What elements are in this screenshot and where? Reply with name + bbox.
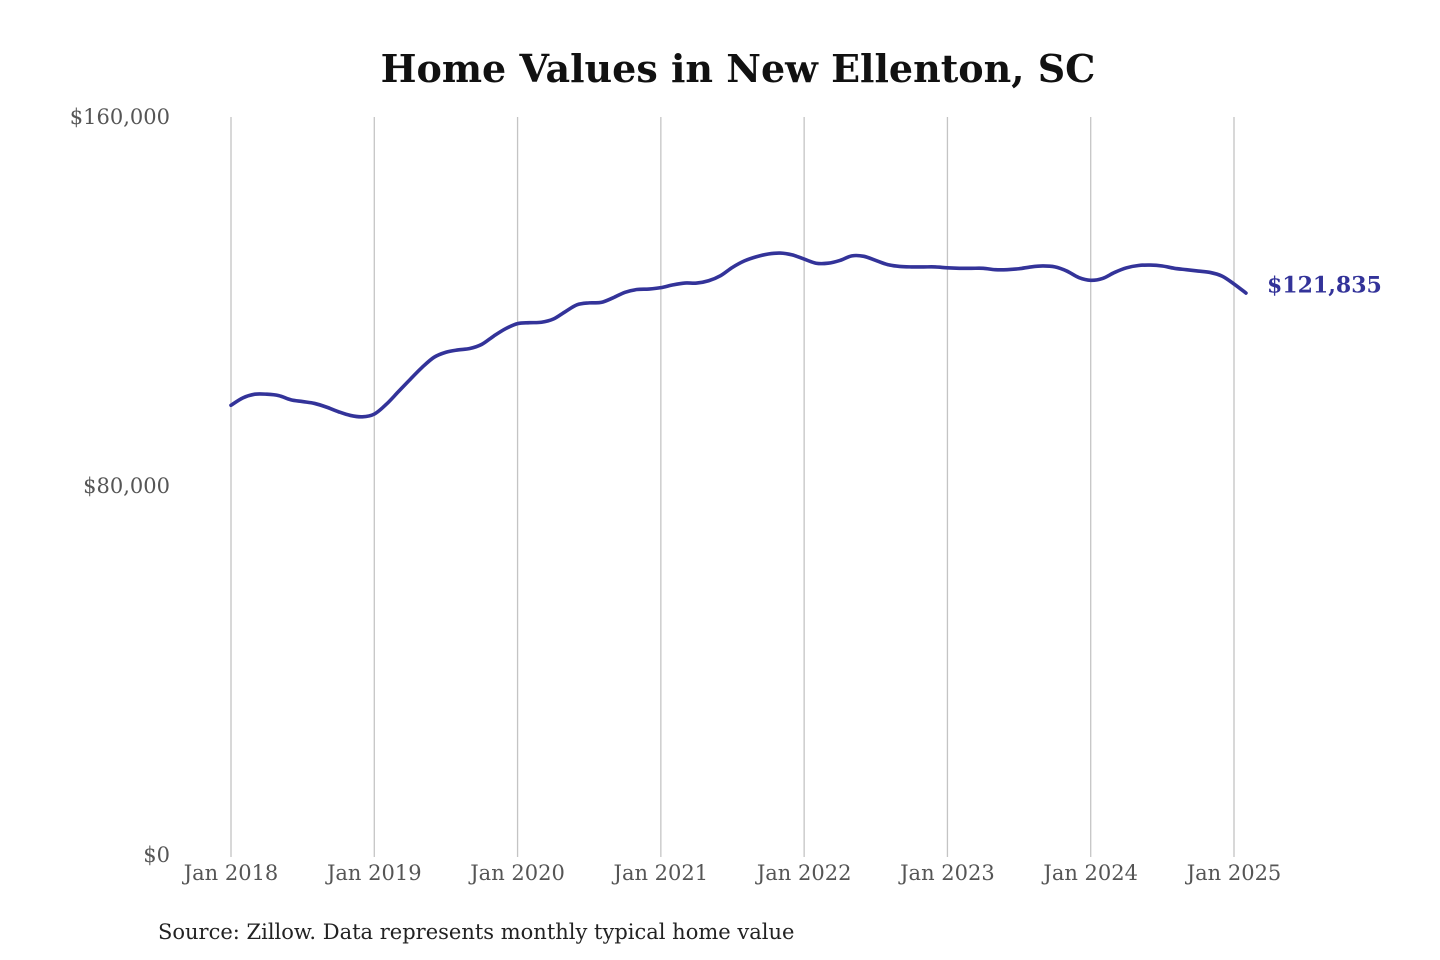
y-tick-80-000: $80,000: [83, 474, 170, 498]
x-tick-jan-2024: Jan 2024: [1041, 861, 1138, 885]
y-tick-0: $0: [143, 843, 170, 867]
gridlines: [230, 117, 1235, 857]
x-axis-tick-labels: Jan 2018 Jan 2019 Jan 2020 Jan 2021 Jan 2022…: [182, 861, 1282, 885]
end-value-label: $121,835: [1267, 273, 1382, 299]
x-tick-jan-2018: Jan 2018: [182, 861, 279, 885]
chart-title: Home Values in New Ellenton, SC: [381, 46, 1096, 91]
source-note: Source: Zillow. Data represents monthly …: [158, 920, 794, 944]
y-axis-tick-labels: $0 $80,000 $160,000: [70, 105, 170, 867]
series-line-0: [229, 251, 1248, 419]
x-tick-jan-2022: Jan 2022: [755, 861, 852, 885]
y-tick-160-000: $160,000: [70, 105, 170, 129]
series-layer: $121,835: [229, 251, 1382, 419]
x-tick-jan-2025: Jan 2025: [1185, 861, 1282, 885]
x-tick-jan-2019: Jan 2019: [325, 861, 422, 885]
x-tick-jan-2023: Jan 2023: [898, 861, 995, 885]
x-tick-jan-2020: Jan 2020: [468, 861, 565, 885]
x-tick-jan-2021: Jan 2021: [612, 861, 709, 885]
